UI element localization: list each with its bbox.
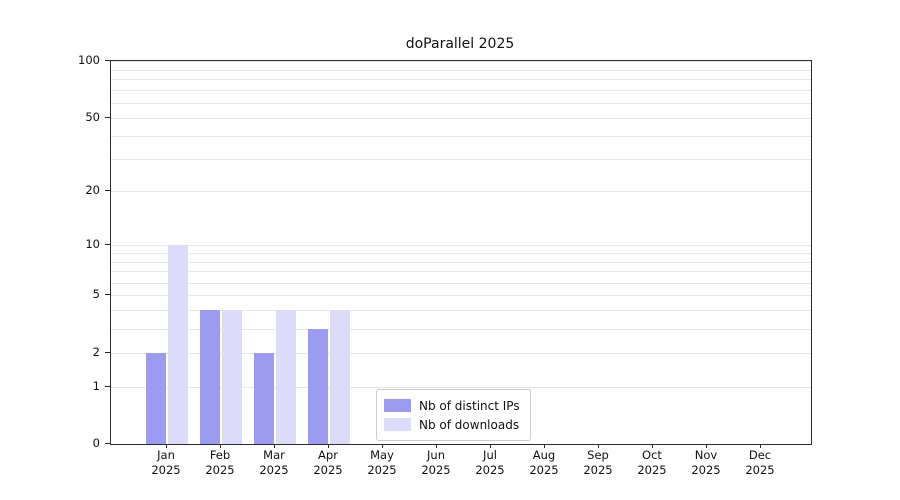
- x-tick-label-nov: Nov 2025: [691, 448, 721, 477]
- legend-label-distinct-ips: Nb of distinct IPs: [419, 398, 520, 413]
- gridline-y-40: [111, 135, 811, 137]
- gridline-y-80: [111, 79, 811, 81]
- y-tick-mark-20: [105, 190, 110, 192]
- bar-jan-distinct-ips: [146, 352, 166, 444]
- bar-mar-distinct-ips: [254, 352, 274, 444]
- x-tick-mark-jun: [436, 444, 437, 448]
- x-tick-label-feb: Feb 2025: [205, 448, 235, 477]
- x-tick-mark-nov: [706, 444, 707, 448]
- bar-apr-downloads: [330, 310, 350, 444]
- gridline-y-70: [111, 90, 811, 92]
- legend: Nb of distinct IPs Nb of downloads: [376, 389, 531, 441]
- legend-swatch-downloads: [384, 418, 411, 431]
- gridline-y-4: [111, 310, 811, 312]
- y-tick-label-20: 20: [85, 183, 100, 198]
- gridline-y-5: [111, 295, 811, 297]
- x-tick-label-dec: Dec 2025: [745, 448, 775, 477]
- gridline-y-20: [111, 191, 811, 193]
- x-tick-mark-mar: [274, 444, 275, 448]
- plot-area: [110, 60, 812, 445]
- gridline-y-1: [111, 386, 811, 388]
- x-tick-label-apr: Apr 2025: [313, 448, 343, 477]
- x-tick-mark-may: [382, 444, 383, 448]
- legend-item-distinct-ips: Nb of distinct IPs: [384, 396, 520, 415]
- y-tick-label-1: 1: [92, 378, 100, 393]
- x-tick-mark-oct: [652, 444, 653, 448]
- legend-item-downloads: Nb of downloads: [384, 415, 520, 434]
- x-tick-label-mar: Mar 2025: [259, 448, 289, 477]
- gridline-y-60: [111, 102, 811, 104]
- gridline-y-7: [111, 271, 811, 273]
- legend-swatch-distinct-ips: [384, 399, 411, 412]
- y-tick-label-2: 2: [92, 344, 100, 359]
- gridline-y-50: [111, 117, 811, 119]
- legend-label-downloads: Nb of downloads: [419, 417, 520, 432]
- y-tick-label-50: 50: [85, 109, 100, 124]
- x-tick-label-oct: Oct 2025: [637, 448, 667, 477]
- y-tick-mark-0: [105, 443, 110, 444]
- x-tick-mark-sep: [598, 444, 599, 448]
- gridline-y-10: [111, 245, 811, 246]
- chart-title: doParallel 2025: [405, 36, 515, 52]
- y-tick-mark-100: [105, 60, 110, 61]
- gridline-y-6: [111, 282, 811, 284]
- bar-mar-downloads: [276, 310, 296, 444]
- x-tick-mark-jul: [490, 444, 491, 448]
- x-tick-label-jul: Jul 2025: [475, 448, 505, 477]
- bar-feb-distinct-ips: [200, 310, 220, 444]
- gridline-y-100: [111, 61, 811, 62]
- x-tick-label-aug: Aug 2025: [529, 448, 559, 477]
- bar-feb-downloads: [222, 310, 242, 444]
- x-tick-mark-jan: [166, 444, 167, 448]
- gridline-y-30: [111, 159, 811, 160]
- y-tick-mark-50: [105, 116, 110, 118]
- x-tick-label-may: May 2025: [367, 448, 397, 477]
- x-tick-label-sep: Sep 2025: [583, 448, 613, 477]
- y-tick-label-0: 0: [92, 436, 100, 450]
- x-tick-mark-feb: [220, 444, 221, 448]
- y-tick-mark-5: [105, 294, 110, 296]
- y-tick-mark-1: [105, 385, 110, 387]
- y-tick-label-10: 10: [85, 237, 100, 251]
- y-tick-label-100: 100: [78, 53, 100, 67]
- gridline-y-90: [111, 69, 811, 71]
- y-tick-mark-10: [105, 244, 110, 245]
- x-tick-mark-dec: [760, 444, 761, 448]
- y-tick-label-5: 5: [92, 287, 100, 302]
- gridline-y-8: [111, 261, 811, 263]
- y-tick-mark-2: [105, 351, 110, 353]
- bar-apr-distinct-ips: [308, 329, 328, 444]
- gridline-y-2: [111, 352, 811, 354]
- bar-jan-downloads: [168, 245, 188, 444]
- gridline-y-9: [111, 252, 811, 254]
- x-tick-label-jan: Jan 2025: [151, 448, 181, 477]
- gridline-y-3: [111, 329, 811, 330]
- x-tick-mark-aug: [544, 444, 545, 448]
- x-tick-label-jun: Jun 2025: [421, 448, 451, 477]
- x-tick-mark-apr: [328, 444, 329, 448]
